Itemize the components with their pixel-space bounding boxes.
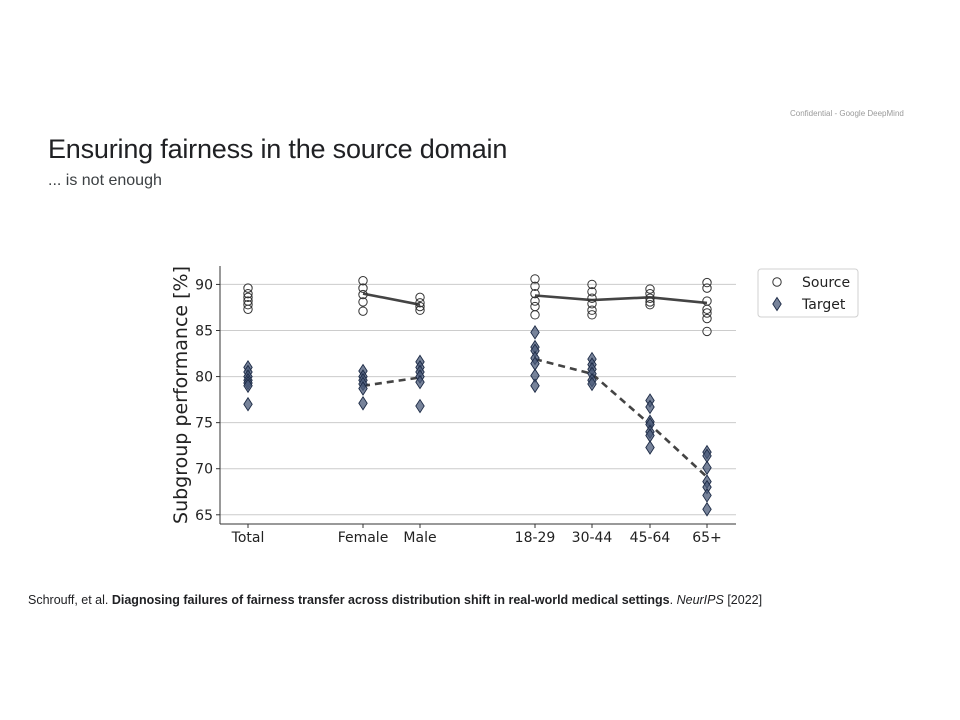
source-point bbox=[587, 287, 597, 297]
source-point bbox=[358, 297, 368, 307]
source-point bbox=[358, 289, 368, 300]
source-point bbox=[645, 297, 655, 307]
source-point bbox=[530, 296, 540, 306]
citation-venue: NeurIPS bbox=[676, 593, 724, 607]
source-point bbox=[702, 277, 712, 288]
x-tick-label: 45-64 bbox=[630, 530, 671, 546]
y-tick-label: 80 bbox=[195, 370, 213, 386]
source-point bbox=[243, 304, 253, 315]
source-point bbox=[702, 304, 712, 315]
x-tick-label: 65+ bbox=[692, 530, 722, 546]
source-point bbox=[587, 310, 597, 320]
source-point bbox=[645, 284, 655, 294]
y-tick-label: 85 bbox=[195, 324, 213, 340]
source-point bbox=[243, 288, 253, 299]
axis-layer: 65 70 75 80 85 90 Total Female Male 18-29 30-44 45-… bbox=[170, 266, 736, 546]
source-point bbox=[530, 310, 540, 320]
target-point bbox=[358, 395, 368, 411]
x-tick-label: Total bbox=[231, 530, 265, 546]
target-point bbox=[587, 376, 597, 392]
source-point bbox=[645, 300, 655, 310]
target-trend-line bbox=[534, 357, 708, 478]
source-point bbox=[530, 301, 540, 312]
target-point bbox=[645, 399, 655, 415]
source-point bbox=[702, 296, 712, 306]
citation-authors: Schrouff, et al. bbox=[28, 593, 109, 607]
x-tick-label: Female bbox=[338, 530, 389, 546]
source-point bbox=[645, 293, 655, 303]
legend: Source Target bbox=[757, 268, 859, 318]
target-point bbox=[415, 398, 425, 414]
target-point bbox=[358, 381, 368, 396]
source-point bbox=[358, 306, 368, 316]
source-point bbox=[530, 281, 540, 291]
source-point bbox=[702, 313, 712, 324]
target-point bbox=[702, 488, 712, 503]
source-point bbox=[530, 274, 540, 284]
source-point bbox=[358, 276, 368, 286]
line-layer bbox=[362, 292, 708, 478]
source-point bbox=[415, 305, 425, 315]
citation-year: [2022] bbox=[727, 593, 763, 607]
source-point bbox=[702, 283, 712, 293]
target-point bbox=[530, 378, 540, 394]
source-point bbox=[587, 293, 597, 303]
x-tick-label: Male bbox=[403, 530, 436, 546]
source-point bbox=[415, 301, 425, 312]
source-trend-line bbox=[534, 294, 708, 305]
source-point bbox=[415, 292, 425, 303]
source-point bbox=[530, 288, 540, 299]
x-tick-label: 30-44 bbox=[572, 530, 613, 546]
target-point bbox=[702, 460, 712, 476]
x-tick-label: 18-29 bbox=[515, 530, 556, 546]
target-point bbox=[702, 501, 712, 517]
source-point bbox=[587, 279, 597, 290]
grid-layer bbox=[220, 283, 736, 516]
source-point bbox=[243, 283, 253, 293]
y-tick-label: 90 bbox=[195, 277, 213, 293]
y-tick-label: 65 bbox=[195, 508, 213, 524]
source-point bbox=[587, 305, 597, 315]
target-point bbox=[645, 440, 655, 455]
source-point bbox=[702, 308, 712, 318]
citation: Schrouff, et al. Diagnosing failures of … bbox=[28, 593, 762, 607]
citation-period: . bbox=[669, 593, 674, 607]
slide-subtitle: ... is not enough bbox=[48, 172, 162, 189]
legend-source-marker bbox=[772, 277, 782, 287]
source-point bbox=[243, 292, 253, 303]
source-point bbox=[358, 283, 368, 293]
target-point bbox=[415, 374, 425, 390]
y-tick-label: 75 bbox=[195, 416, 213, 432]
y-axis-label: Subgroup performance [%] bbox=[170, 266, 192, 524]
source-point bbox=[415, 298, 425, 308]
source-point bbox=[587, 299, 597, 309]
target-point bbox=[243, 396, 253, 412]
target-trend-line bbox=[362, 376, 421, 388]
slide-title: Ensuring fairness in the source domain bbox=[48, 134, 508, 164]
target-point bbox=[243, 378, 253, 394]
point-layer bbox=[243, 274, 712, 517]
legend-label: Source bbox=[802, 275, 850, 291]
target-point bbox=[530, 325, 540, 340]
source-point bbox=[243, 300, 253, 310]
legend-label: Target bbox=[801, 297, 846, 313]
source-trend-line bbox=[362, 292, 421, 306]
legend-target-marker bbox=[772, 296, 782, 312]
y-tick-label: 70 bbox=[195, 462, 213, 478]
citation-paper-title: Diagnosing failures of fairness transfer… bbox=[111, 593, 670, 607]
source-point bbox=[702, 326, 712, 337]
confidential-label: Confidential - Google DeepMind bbox=[790, 109, 904, 118]
legend-box bbox=[757, 268, 859, 318]
